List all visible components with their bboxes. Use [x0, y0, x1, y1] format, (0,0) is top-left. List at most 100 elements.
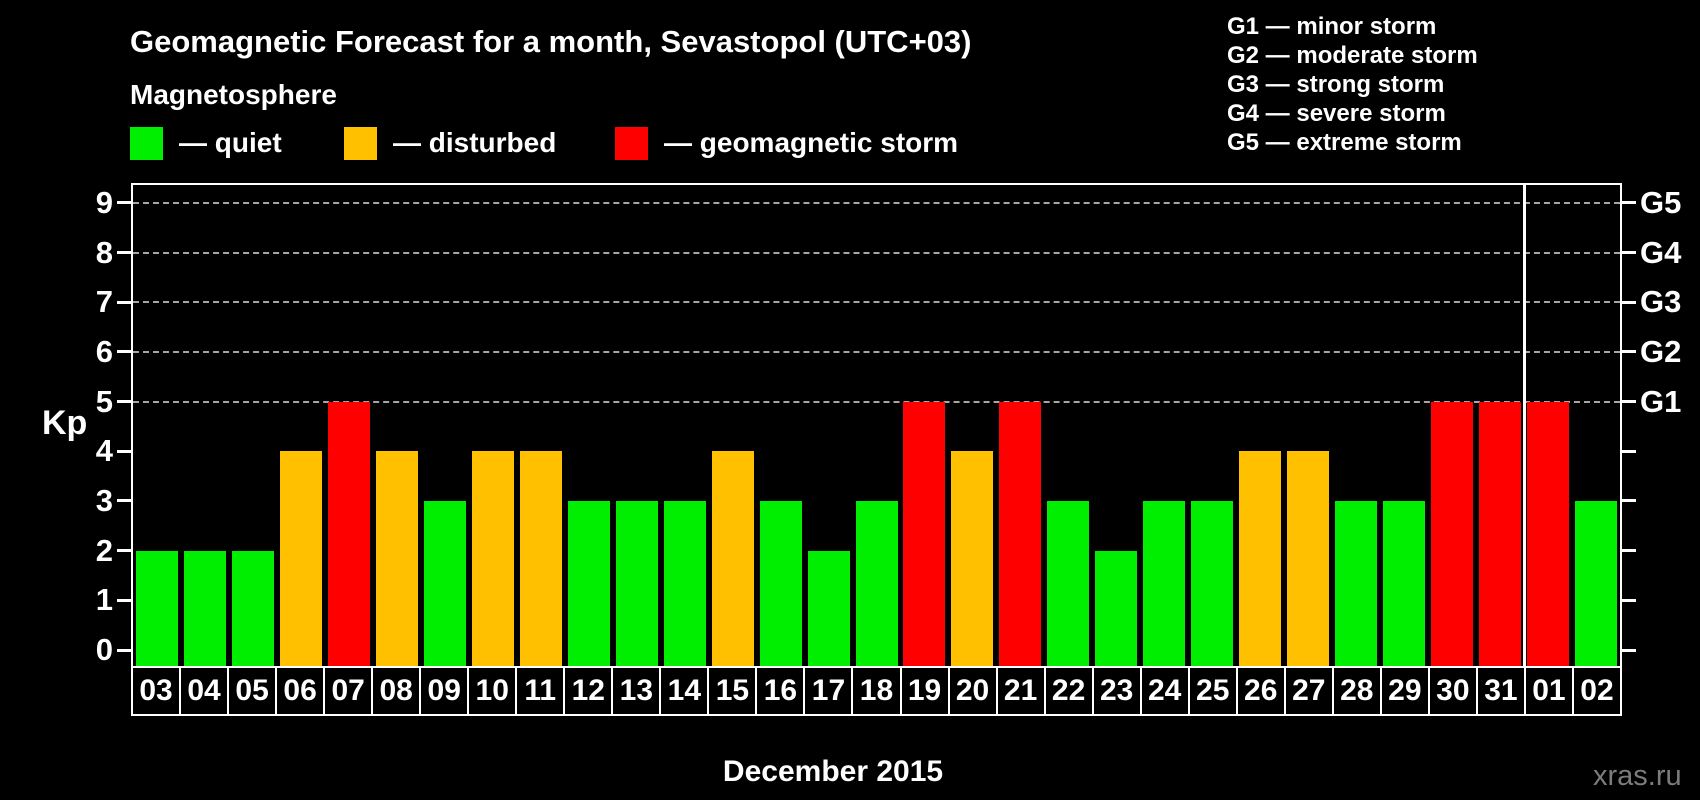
y-tick-label: 5 — [95, 383, 113, 419]
day-label-cell: 31 — [1478, 668, 1526, 714]
kp-bar-day-01 — [1527, 401, 1570, 666]
legend-item: — disturbed — [344, 126, 556, 160]
kp-bar-day-09 — [423, 500, 466, 666]
y-tick-label: 6 — [95, 333, 113, 369]
y-axis-label: Kp — [42, 404, 88, 442]
kp-bar-day-31 — [1479, 401, 1522, 666]
kp-bar-day-24 — [1143, 500, 1186, 666]
right-axis-tick — [1622, 251, 1636, 255]
kp-bar-day-14 — [663, 500, 706, 666]
right-axis-label-g3: G3 — [1640, 284, 1682, 320]
day-label-cell: 03 — [133, 668, 182, 714]
day-label-cell: 10 — [469, 668, 518, 714]
day-label-cell: 21 — [998, 668, 1046, 714]
kp-bar-day-22 — [1047, 500, 1090, 666]
right-axis-tick — [1622, 648, 1636, 652]
y-axis-tick — [117, 449, 131, 453]
kp-bar-day-04 — [183, 550, 226, 666]
day-label-cell: 08 — [373, 668, 422, 714]
right-axis-label-g2: G2 — [1640, 333, 1682, 369]
right-axis-tick — [1622, 350, 1636, 354]
y-tick-label: 2 — [95, 532, 113, 568]
y-tick-label: 9 — [95, 184, 113, 220]
storm-scale-legend-line: G4 — severe storm — [1227, 100, 1446, 127]
day-label-cell: 04 — [181, 668, 230, 714]
y-axis-tick — [117, 499, 131, 503]
day-label-cell: 11 — [517, 668, 566, 714]
day-label-cell: 20 — [950, 668, 998, 714]
day-label-cell: 30 — [1430, 668, 1478, 714]
right-axis-label-g4: G4 — [1640, 234, 1682, 270]
legend-color-swatch — [130, 126, 163, 160]
watermark: xras.ru — [1593, 760, 1682, 792]
day-label-cell: 24 — [1142, 668, 1190, 714]
day-label-cell: 01 — [1526, 668, 1574, 714]
kp-bar-day-18 — [855, 500, 898, 666]
storm-scale-legend-line: G2 — moderate storm — [1227, 42, 1478, 69]
x-axis-month-label: December 2015 — [722, 755, 944, 788]
kp-bar-day-06 — [279, 451, 322, 666]
day-label-cell: 25 — [1190, 668, 1238, 714]
right-axis-tick — [1622, 598, 1636, 602]
y-axis-tick — [117, 400, 131, 404]
day-label-cell: 12 — [565, 668, 614, 714]
kp-bar-day-28 — [1335, 500, 1378, 666]
day-label-cell: 09 — [421, 668, 470, 714]
kp-bar-day-16 — [759, 500, 802, 666]
legend-item-label: — geomagnetic storm — [664, 127, 959, 158]
day-label-cell: 13 — [613, 668, 662, 714]
legend-item-label: — disturbed — [393, 127, 557, 158]
day-label-cell: 27 — [1286, 668, 1334, 714]
y-tick-label: 8 — [95, 234, 113, 270]
y-tick-label: 0 — [95, 632, 113, 667]
kp-bar-day-25 — [1191, 500, 1234, 666]
right-axis-label-g5: G5 — [1640, 184, 1682, 220]
kp-bar-day-10 — [471, 451, 514, 666]
kp-bar-day-21 — [999, 401, 1042, 666]
day-label-cell: 02 — [1580, 674, 1614, 707]
day-label-cell: 26 — [1238, 668, 1286, 714]
day-label-cell: 29 — [1382, 668, 1430, 714]
grid-line — [133, 201, 1620, 204]
right-axis-tick — [1622, 549, 1636, 553]
right-axis-tick — [1622, 201, 1636, 205]
day-label-cell: 15 — [709, 668, 758, 714]
kp-bar-day-11 — [519, 451, 562, 666]
kp-bar-day-30 — [1431, 401, 1474, 666]
y-tick-label: 4 — [95, 433, 113, 469]
storm-scale-legend-line: G1 — minor storm — [1227, 13, 1437, 40]
grid-line — [133, 350, 1620, 353]
day-label-cell: 22 — [1046, 668, 1094, 714]
kp-bar-day-03 — [135, 550, 178, 666]
magnetosphere-legend-heading: Magnetosphere — [130, 79, 337, 110]
right-axis-tick — [1622, 300, 1636, 304]
day-label-cell: 18 — [853, 668, 902, 714]
day-label-cell: 07 — [325, 668, 374, 714]
y-tick-label: 7 — [95, 284, 113, 320]
kp-bar-day-27 — [1287, 451, 1330, 666]
day-label-cell: 23 — [1094, 668, 1142, 714]
y-axis-tick — [117, 251, 131, 255]
day-label-cell: 05 — [229, 668, 278, 714]
grid-line — [133, 251, 1620, 254]
day-label-cell: 17 — [805, 668, 854, 714]
kp-bar-day-12 — [567, 500, 610, 666]
storm-scale-legend: G1 — minor storm G2 — moderate storm G3 — … — [1227, 12, 1478, 157]
right-axis-tick — [1622, 449, 1636, 453]
kp-bar-day-19 — [903, 401, 946, 666]
legend-item: — quiet — [130, 126, 282, 160]
y-axis-tick — [117, 201, 131, 205]
kp-bar-day-05 — [231, 550, 274, 666]
y-axis-tick — [117, 549, 131, 553]
grid-line — [133, 301, 1620, 304]
kp-bar-day-13 — [615, 500, 658, 666]
chart-title: Geomagnetic Forecast for a month, Sevast… — [130, 24, 972, 59]
right-axis-tick — [1622, 400, 1636, 404]
day-label-cell: 16 — [757, 668, 806, 714]
storm-scale-legend-line: G3 — strong storm — [1227, 71, 1445, 98]
month-separator-line — [1522, 185, 1526, 666]
kp-bar-day-08 — [375, 451, 418, 666]
kp-bar-day-02 — [1575, 500, 1618, 666]
grid-line — [133, 400, 1620, 403]
storm-scale-legend-line: G5 — extreme storm — [1227, 129, 1462, 156]
